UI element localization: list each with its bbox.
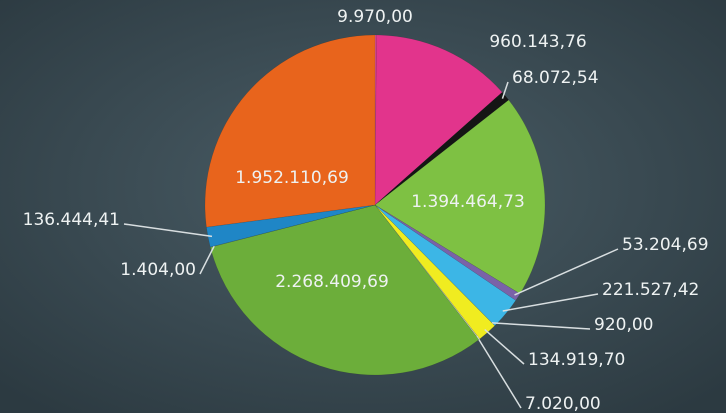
data-label: 221.527,42 [602,280,699,300]
data-label: 136.444,41 [23,210,120,230]
data-label: 53.204,69 [622,235,709,255]
leader-line [502,293,599,312]
data-label: 960.143,76 [489,32,586,52]
pie-slice [374,204,517,326]
leader-line [476,335,522,409]
data-label: 1.404,00 [120,260,196,280]
data-label: 1.394.464,73 [411,192,525,212]
pie-slice [206,204,376,248]
pie-slice [374,99,546,295]
pie-slice [374,34,377,206]
leader-line [484,328,525,365]
pie-slice [204,34,376,228]
leader-line [199,245,215,275]
data-label: 68.072,54 [512,68,599,88]
data-label: 9.970,00 [337,7,413,27]
data-label: 920,00 [594,315,653,335]
pie-slice [374,204,521,301]
leader-line [501,81,509,99]
pie-slice [210,204,480,376]
data-label: 1.952.110,69 [235,168,349,188]
leader-line [514,248,619,296]
leader-line [491,322,591,330]
data-label: 134.919,70 [528,350,625,370]
pie-slice [374,34,503,206]
pie-slice [374,91,510,206]
data-label: 2.268.409,69 [275,272,389,292]
data-label: 7.020,00 [525,394,601,413]
leader-line [123,223,213,238]
